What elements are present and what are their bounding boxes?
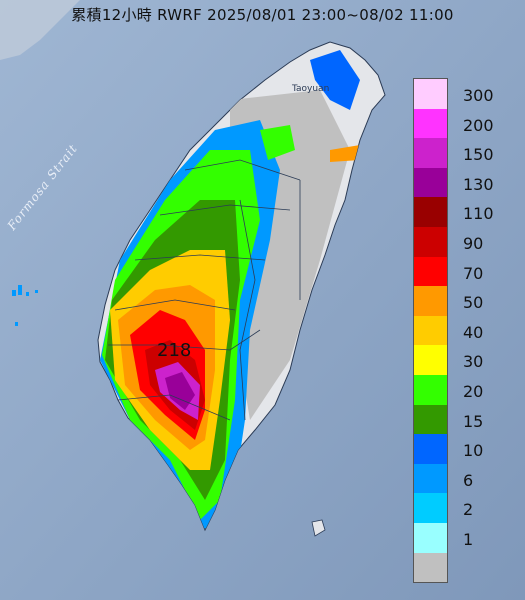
legend-swatch [413,197,448,227]
legend-swatch [413,315,448,346]
max-rainfall-value: 218 [157,340,192,361]
legend-label: 150 [463,145,494,165]
city-label: Taoyuan [292,84,330,94]
legend-swatch [413,138,448,168]
legend-swatch [413,226,448,257]
green-island [311,519,326,537]
legend-swatch [413,552,448,584]
legend-label: 40 [463,322,484,342]
legend-swatch [413,345,448,375]
map-title: 累積12小時 RWRF 2025/08/01 23:00~08/02 11:00 [71,6,454,24]
legend-swatch [413,493,448,523]
rainfall-shading [100,50,360,530]
legend-swatch [413,463,448,494]
legend-swatch [413,522,448,553]
legend-label: 15 [463,411,484,431]
county-borders [108,159,301,421]
mainland-coast [0,0,80,60]
legend-swatch [413,256,448,287]
legend-label: 2 [463,500,474,520]
offshore-islands [12,285,38,326]
legend-swatch [413,167,448,198]
legend-label: 50 [463,293,484,313]
legend-label: 70 [463,263,484,283]
legend-swatch [413,108,448,139]
legend-label: 300 [463,86,494,105]
legend-swatch [413,434,448,464]
legend-label: 110 [463,204,494,224]
legend-swatch [413,286,448,316]
legend-swatch [413,78,448,109]
legend-swatch [413,374,448,405]
legend-label: 10 [463,441,484,461]
legend-label: 20 [463,382,484,401]
legend-label: 1 [463,530,474,549]
legend-label: 130 [463,174,494,194]
legend-swatch [413,404,448,435]
legend-label: 200 [463,115,494,135]
legend-label: 30 [463,352,484,372]
legend-label: 6 [463,470,474,490]
color-legend [413,78,448,584]
legend-label: 90 [463,234,484,253]
